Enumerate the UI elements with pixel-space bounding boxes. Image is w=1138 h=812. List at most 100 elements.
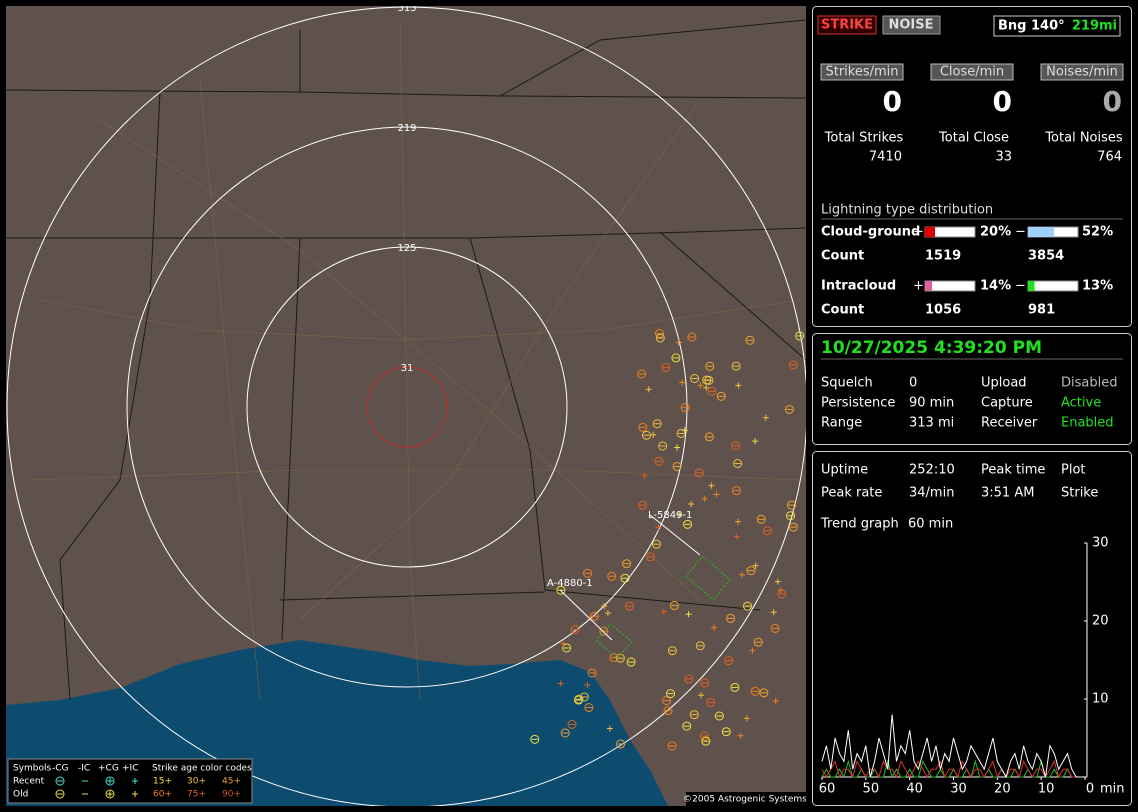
strike-marker bbox=[733, 459, 743, 469]
strike-marker bbox=[626, 657, 636, 667]
strike-marker bbox=[616, 739, 626, 749]
status-text: Upload bbox=[981, 376, 1027, 391]
noise-button[interactable] bbox=[882, 15, 941, 35]
track-line bbox=[649, 514, 701, 556]
bar-track bbox=[924, 280, 976, 292]
legend-box bbox=[7, 758, 253, 804]
total-value: 7410 bbox=[869, 150, 902, 165]
strike-marker bbox=[556, 585, 566, 595]
bearing: Bng 140° bbox=[998, 19, 1065, 34]
age-code: 90+ bbox=[222, 790, 241, 800]
map[interactable]: 313 219 125 31 L-5849-1 A-4880-1 Symbols… bbox=[6, 3, 807, 807]
legend-title: Symbols bbox=[13, 764, 52, 774]
strike-marker bbox=[641, 430, 651, 440]
legend-type: -IC bbox=[78, 764, 90, 774]
strike-marker bbox=[666, 689, 676, 699]
status-panel: 10/27/2025 4:39:20 PM Squelch 0 Upload Disa… bbox=[812, 333, 1132, 445]
strike-marker bbox=[788, 360, 798, 370]
panel bbox=[812, 451, 1132, 806]
total-label: Total Strikes bbox=[824, 131, 904, 146]
strike-marker bbox=[772, 697, 779, 704]
strike-marker bbox=[749, 647, 756, 654]
x-tick-label: 20 bbox=[994, 782, 1011, 797]
rate-button[interactable] bbox=[930, 63, 1014, 81]
ring-label: 125 bbox=[397, 243, 416, 254]
strike-marker bbox=[706, 697, 716, 707]
status-text: Squelch bbox=[821, 376, 873, 391]
strike-marker bbox=[777, 589, 787, 599]
strike-marker bbox=[654, 456, 664, 466]
strike-marker bbox=[690, 373, 700, 383]
stats-text: 3:51 AM bbox=[981, 486, 1034, 501]
pct: 14% bbox=[980, 279, 1011, 294]
strike-marker bbox=[762, 414, 769, 421]
rate-button[interactable] bbox=[1040, 63, 1124, 81]
strike-marker bbox=[695, 641, 705, 651]
strike-marker bbox=[579, 692, 589, 702]
track-line bbox=[559, 589, 613, 641]
age-code: 75+ bbox=[187, 790, 206, 800]
sign: − bbox=[1015, 225, 1026, 240]
strike-marker bbox=[604, 610, 611, 617]
stats-text: Peak rate bbox=[821, 486, 882, 501]
strike-marker bbox=[682, 721, 692, 731]
strike-marker bbox=[667, 741, 677, 751]
status-text: Enabled bbox=[1061, 416, 1114, 431]
type-label: Cloud-ground bbox=[821, 225, 920, 240]
strike-marker bbox=[671, 353, 681, 363]
strike-marker bbox=[655, 333, 665, 343]
noise-button-label: NOISE bbox=[888, 18, 933, 33]
strike-marker bbox=[622, 559, 632, 569]
distribution: Cloud-ground+ 20% −52%Count 1519 3854Intracl… bbox=[821, 225, 1113, 318]
age-code: 60+ bbox=[153, 790, 172, 800]
strike-marker bbox=[701, 736, 711, 746]
strike-button[interactable] bbox=[817, 15, 877, 35]
rates: Strikes/min 0 Total Strikes 7410 Close/min 0 T… bbox=[820, 63, 1124, 165]
counters-panel: STRIKE NOISE Bng 140° 219mi Strikes/min 0… bbox=[812, 6, 1132, 327]
trend-label: Trend graph bbox=[820, 517, 899, 532]
status-text: 90 min bbox=[909, 396, 954, 411]
trend-line bbox=[821, 760, 1081, 779]
strike-marker bbox=[752, 562, 759, 569]
bearing-box bbox=[993, 15, 1121, 37]
sign: + bbox=[913, 225, 924, 240]
panel bbox=[812, 333, 1132, 445]
strike-marker bbox=[707, 386, 717, 396]
trend-graph: 10 20 30 60 50 40 30 20 10 0 min bbox=[819, 536, 1125, 797]
distribution-title: Lightning type distribution bbox=[821, 203, 993, 218]
rate-value: 0 bbox=[883, 85, 902, 118]
count: 3854 bbox=[1028, 249, 1064, 264]
count: 1056 bbox=[925, 303, 961, 318]
rate-label: Strikes/min bbox=[825, 65, 898, 80]
stats-panel: Uptime 252:10 Peak time Plot Peak rate 34/min… bbox=[812, 451, 1132, 806]
x-tick-label: 0 bbox=[1086, 782, 1094, 797]
strike-marker bbox=[660, 608, 667, 615]
stats-text: Peak time bbox=[981, 463, 1045, 478]
strike-marker bbox=[687, 332, 697, 342]
x-tick-label: 60 bbox=[819, 782, 836, 797]
strike-marker bbox=[601, 603, 608, 610]
strike-marker bbox=[661, 363, 671, 373]
strike-marker bbox=[655, 524, 662, 531]
strike-marker bbox=[704, 432, 714, 442]
strike-marker bbox=[567, 719, 577, 729]
strike-marker bbox=[599, 626, 609, 636]
rate-button[interactable] bbox=[820, 63, 904, 81]
strike-marker bbox=[705, 361, 715, 371]
legend-title: Strike age color codes bbox=[152, 764, 252, 774]
strike-marker bbox=[667, 646, 677, 656]
strike-marker bbox=[676, 428, 686, 438]
bar-track bbox=[1027, 280, 1079, 292]
rate-value: 0 bbox=[993, 85, 1012, 118]
ring-label: 313 bbox=[397, 3, 416, 14]
x-tick-label: 40 bbox=[906, 782, 923, 797]
count: 1519 bbox=[925, 249, 961, 264]
strike-marker bbox=[762, 526, 772, 536]
panel bbox=[812, 6, 1132, 327]
strike-marker bbox=[714, 711, 724, 721]
rate-label: Noises/min bbox=[1046, 65, 1118, 80]
trend-value: 60 min bbox=[908, 517, 953, 532]
distance: 219mi bbox=[1072, 19, 1117, 34]
legend-type: +IC bbox=[122, 764, 138, 774]
strike-marker bbox=[770, 609, 777, 616]
